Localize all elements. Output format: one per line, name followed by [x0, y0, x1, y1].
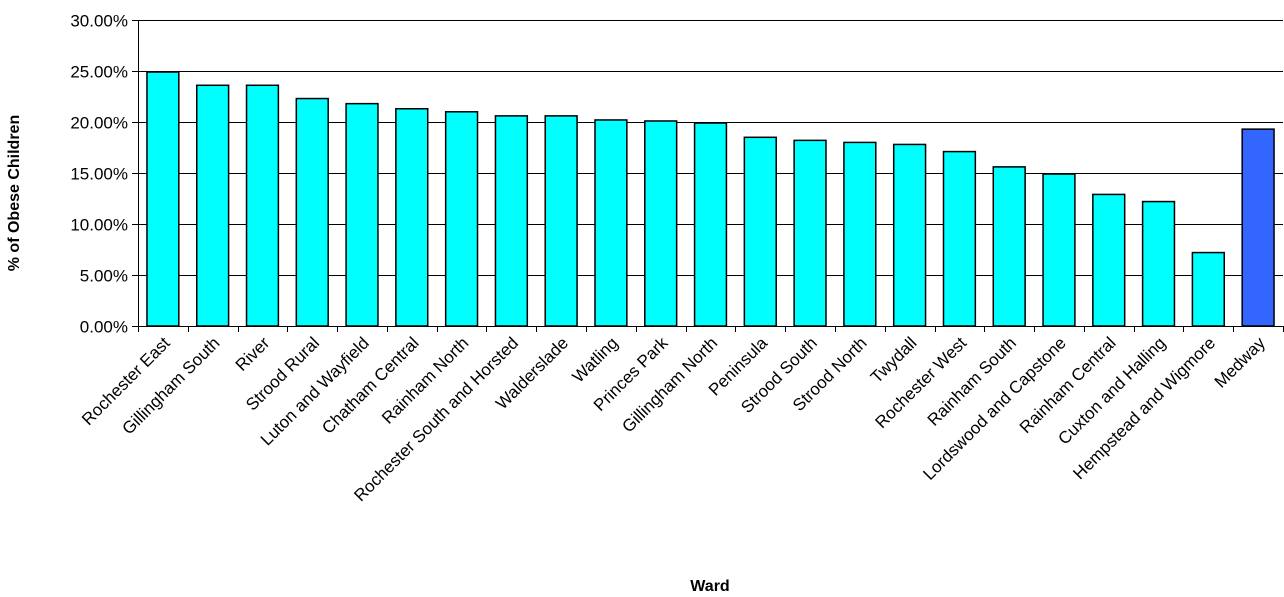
bar	[195, 84, 230, 327]
bar	[693, 122, 728, 327]
bar	[544, 115, 578, 327]
y-tick-label: 0.00%	[80, 318, 128, 337]
bar	[1141, 200, 1176, 327]
bar	[743, 136, 777, 327]
x-tick-label: Rochester East	[78, 333, 174, 429]
bar	[793, 139, 827, 327]
bar	[494, 115, 529, 327]
x-tick-label: River	[232, 333, 274, 375]
bar	[295, 97, 329, 327]
bars	[146, 71, 1275, 327]
y-tick-label: 25.00%	[70, 63, 128, 82]
y-axis-title: % of Obese Children	[6, 115, 23, 271]
bar	[942, 150, 977, 327]
bar	[345, 102, 379, 327]
bar	[843, 141, 877, 327]
bar	[395, 107, 429, 327]
y-tick-label: 10.00%	[70, 216, 128, 235]
bar	[146, 71, 180, 327]
bar	[1042, 173, 1076, 327]
y-tick-label: 5.00%	[80, 267, 128, 286]
y-tick-label: 20.00%	[70, 114, 128, 133]
x-tick-label: Medway	[1211, 333, 1270, 392]
bar	[1092, 193, 1126, 327]
x-axis-title: Ward	[690, 578, 729, 595]
x-tick-label: Rochester West	[872, 333, 971, 432]
bar	[444, 111, 479, 327]
bar	[594, 119, 628, 327]
bar	[644, 120, 678, 327]
x-tick-label: Rainham North	[378, 333, 472, 427]
bar	[1191, 251, 1226, 327]
y-tick-label: 30.00%	[70, 12, 128, 31]
bar	[1241, 128, 1275, 327]
bar	[892, 143, 927, 327]
x-tick-label: Rainham South	[924, 333, 1020, 429]
y-tick-labels: 0.00% 5.00% 10.00% 15.00% 20.00% 25.00% 30.00%	[70, 12, 128, 337]
y-tick-label: 15.00%	[70, 165, 128, 184]
bar	[245, 84, 280, 327]
bar	[992, 166, 1026, 327]
